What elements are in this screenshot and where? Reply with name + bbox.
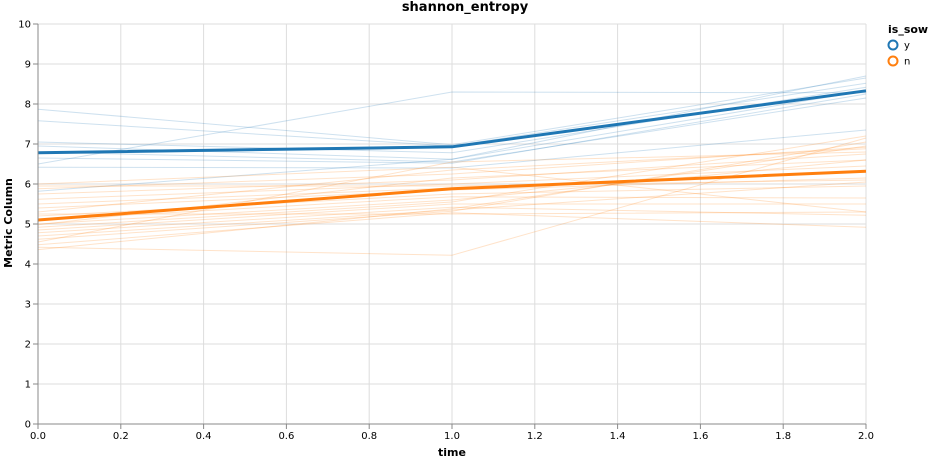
y-tick-label: 1	[25, 380, 31, 391]
x-tick-label: 1.6	[692, 431, 708, 442]
individual-line-y	[37, 129, 867, 169]
individual-line-n	[37, 181, 867, 237]
individual-line-n	[37, 196, 867, 221]
y-tick-label: 3	[25, 300, 31, 311]
x-tick-label: 0.8	[361, 431, 377, 442]
legend-symbol-n	[887, 55, 899, 67]
x-tick-label: 0.6	[278, 431, 294, 442]
legend-title: is_sow	[888, 23, 928, 36]
y-tick-label: 9	[25, 60, 31, 71]
individual-line-n	[37, 203, 866, 231]
mean-line-n	[37, 169, 867, 222]
individual-line-n	[37, 151, 867, 243]
individual-line-n	[38, 211, 867, 215]
individual-line-n	[37, 145, 867, 251]
x-tick-label: 1.0	[444, 431, 460, 442]
individual-line-n	[37, 141, 867, 240]
y-axis-title: Metric Column	[2, 178, 15, 268]
y-tick-label: 4	[25, 260, 31, 271]
chart-title: shannon_entropy	[402, 0, 529, 15]
y-tick-label: 10	[18, 20, 31, 31]
y-tick-label: 0	[25, 420, 31, 431]
individual-line-n	[37, 135, 867, 228]
axes: 0 1 2 3 4 5 6 7 8 9 10 0.0 0.2 0.4 0.6 0.8 1.0 1.2 1.4 1.6 1…	[18, 20, 874, 443]
x-tick-label: 2.0	[858, 431, 874, 442]
individual-line-n	[37, 212, 867, 246]
individual-line-y	[37, 97, 867, 163]
mean-lines	[37, 89, 867, 222]
y-tick-label: 7	[25, 140, 31, 151]
y-tick-label: 2	[25, 340, 31, 351]
x-axis-title: time	[438, 446, 466, 459]
individual-line-y	[37, 77, 867, 146]
individual-line-y	[37, 93, 867, 164]
x-tick-label: 0.0	[30, 431, 46, 442]
x-tick-label: 0.2	[113, 431, 129, 442]
individual-lines	[37, 75, 867, 256]
grid	[37, 23, 867, 425]
legend-label-n: n	[904, 57, 910, 68]
x-tick-label: 1.2	[527, 431, 543, 442]
y-tick-label: 5	[25, 220, 31, 231]
individual-line-n	[37, 146, 867, 190]
legend-symbol-y	[887, 39, 899, 51]
individual-line-y	[37, 75, 867, 192]
individual-line-n	[37, 206, 867, 234]
legend: is_sow yn	[887, 23, 928, 68]
individual-line-n	[37, 166, 867, 213]
individual-line-n	[38, 179, 867, 187]
y-tick-label: 6	[25, 180, 31, 191]
mean-line-y	[37, 89, 867, 155]
y-tick-label: 8	[25, 100, 31, 111]
x-tick-label: 1.8	[775, 431, 791, 442]
individual-line-n	[37, 148, 867, 213]
x-tick-label: 1.4	[610, 431, 626, 442]
x-tick-label: 0.4	[196, 431, 212, 442]
individual-line-n	[37, 153, 867, 195]
individual-line-n	[37, 165, 867, 200]
individual-line-y	[37, 91, 867, 165]
individual-line-n	[37, 159, 867, 225]
legend-label-y: y	[904, 41, 910, 52]
